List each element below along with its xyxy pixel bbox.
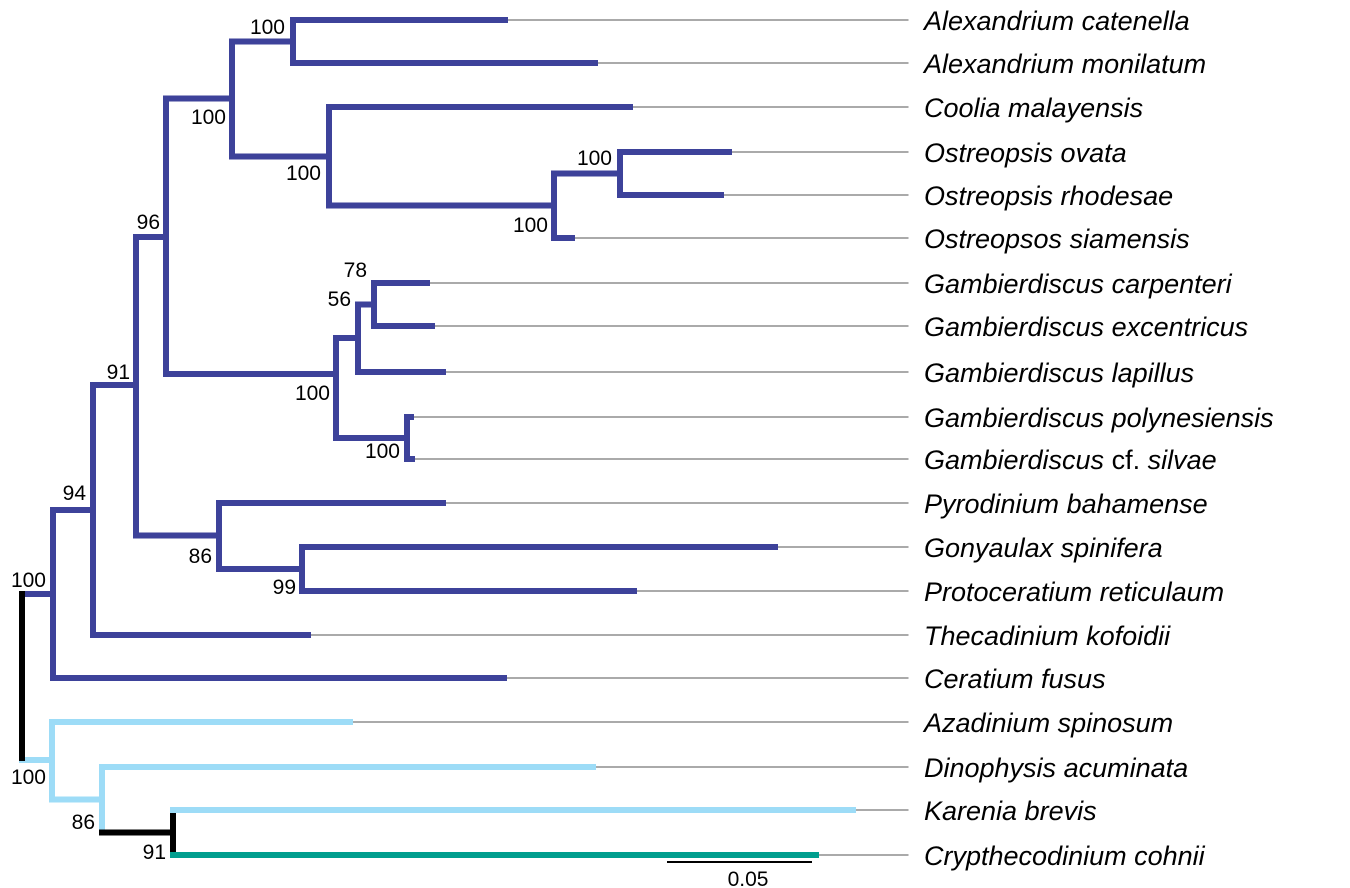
- taxon-label: Gambierdiscus cf. silvae: [924, 445, 1217, 475]
- taxon-label: Karenia brevis: [924, 796, 1097, 826]
- taxon-label: Protoceratium reticulaum: [924, 577, 1224, 607]
- taxon-label: Ostreopsis ovata: [924, 138, 1127, 168]
- scale-bar-label: 0.05: [728, 868, 769, 888]
- support-value: 86: [189, 545, 212, 568]
- support-value: 99: [273, 576, 296, 599]
- support-value: 96: [137, 211, 160, 234]
- support-value: 91: [143, 841, 166, 864]
- support-value: 94: [63, 482, 87, 505]
- support-value: 78: [344, 259, 367, 282]
- taxon-label: Pyrodinium bahamense: [924, 489, 1208, 519]
- support-value: 100: [286, 162, 321, 185]
- taxon-label: Ostreopsos siamensis: [924, 224, 1190, 254]
- taxon-label: Gambierdiscus excentricus: [924, 312, 1248, 342]
- taxon-label: Coolia malayensis: [924, 93, 1143, 123]
- taxon-label: Thecadinium kofoidii: [924, 621, 1171, 651]
- taxon-label: Gambierdiscus carpenteri: [924, 269, 1233, 299]
- taxon-label: Gambierdiscus polynesiensis: [924, 403, 1274, 433]
- support-value: 91: [107, 361, 130, 384]
- taxon-label: Alexandrium catenella: [922, 6, 1190, 36]
- support-values: 100 100 100 100 100 96 78 56 100 100 91 86 99 94 100 10…: [11, 16, 612, 864]
- scale-bar: 0.05: [667, 861, 812, 888]
- tree-branches: [19, 17, 856, 858]
- taxon-label: Ceratium fusus: [924, 664, 1106, 694]
- taxon-labels: Alexandrium catenella Alexandrium monilat…: [922, 6, 1274, 871]
- support-value: 100: [11, 766, 46, 789]
- taxon-label: Gambierdiscus lapillus: [924, 358, 1194, 388]
- support-value: 100: [577, 147, 612, 170]
- support-value: 100: [295, 382, 330, 405]
- taxon-label: Alexandrium monilatum: [922, 49, 1206, 79]
- taxon-label: Ostreopsis rhodesae: [924, 181, 1173, 211]
- support-value: 100: [365, 440, 400, 463]
- taxon-label: Azadinium spinosum: [922, 708, 1173, 738]
- support-value: 56: [328, 288, 351, 311]
- taxon-label: Crypthecodinium cohnii: [924, 841, 1206, 871]
- taxon-label: Gonyaulax spinifera: [924, 533, 1163, 563]
- support-value: 86: [72, 811, 95, 834]
- support-value: 100: [11, 569, 46, 592]
- support-value: 100: [250, 16, 285, 39]
- leader-lines: [307, 19, 909, 856]
- support-value: 100: [191, 106, 226, 129]
- support-value: 100: [513, 214, 548, 237]
- taxon-label: Dinophysis acuminata: [924, 753, 1188, 783]
